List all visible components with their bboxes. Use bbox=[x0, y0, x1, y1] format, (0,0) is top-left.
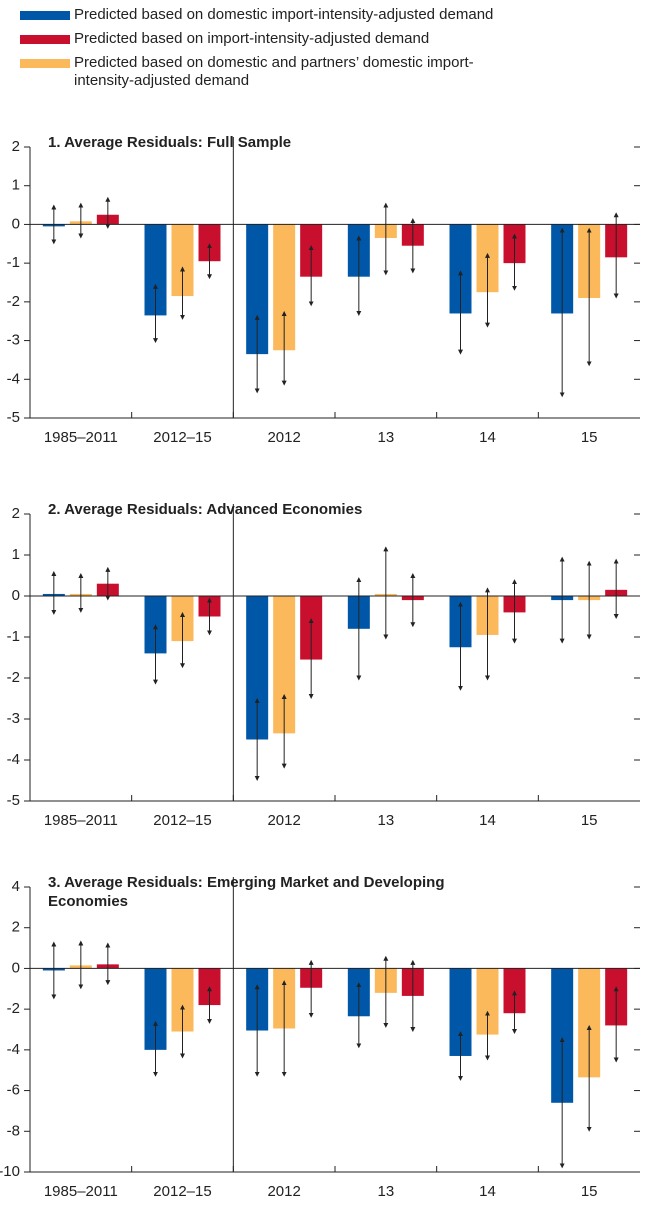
x-tick-label: 1985–2011 bbox=[44, 812, 118, 829]
legend-label: Predicted based on domestic import-inten… bbox=[74, 6, 494, 23]
panel-title: 3. Average Residuals: Emerging Market an… bbox=[48, 874, 445, 910]
legend-swatch bbox=[20, 59, 70, 68]
bar bbox=[578, 968, 601, 1078]
y-tick-label: -4 bbox=[7, 1041, 20, 1058]
panel-title-box: 1. Average Residuals: Full Sample bbox=[48, 134, 292, 151]
legend-item: Predicted based on domestic and partners… bbox=[20, 54, 520, 90]
y-tick-label: -2 bbox=[7, 293, 20, 310]
x-tick-label: 2012 bbox=[267, 1183, 300, 1200]
legend-item: Predicted based on import-intensity-adju… bbox=[20, 30, 520, 48]
bar bbox=[171, 968, 194, 1032]
panel-title: 1. Average Residuals: Full Sample bbox=[48, 134, 292, 151]
bar bbox=[246, 224, 269, 355]
y-tick-label: 0 bbox=[12, 215, 20, 232]
bar bbox=[246, 596, 269, 740]
bar bbox=[198, 224, 221, 262]
y-tick-label: -3 bbox=[7, 710, 20, 727]
legend-label: Predicted based on domestic and partners… bbox=[74, 54, 474, 89]
bar bbox=[144, 968, 167, 1050]
x-tick-label: 14 bbox=[479, 1183, 496, 1200]
bar bbox=[273, 596, 296, 734]
y-tick-label: -8 bbox=[7, 1122, 20, 1139]
bar bbox=[476, 968, 499, 1035]
y-tick-label: -6 bbox=[7, 1082, 20, 1099]
bar bbox=[551, 968, 574, 1103]
x-tick-label: 13 bbox=[377, 1183, 394, 1200]
legend-swatch bbox=[20, 35, 70, 44]
x-tick-label: 14 bbox=[479, 429, 496, 446]
y-tick-label: -4 bbox=[7, 751, 20, 768]
y-tick-label: -3 bbox=[7, 332, 20, 349]
legend-item: Predicted based on domestic import-inten… bbox=[20, 6, 520, 24]
x-tick-label: 2012 bbox=[267, 812, 300, 829]
y-tick-label: -10 bbox=[0, 1163, 20, 1180]
y-tick-label: 0 bbox=[12, 959, 20, 976]
x-tick-label: 14 bbox=[479, 812, 496, 829]
y-tick-label: 2 bbox=[12, 505, 20, 522]
y-tick-label: 1 bbox=[12, 546, 20, 563]
panel-title-box: 3. Average Residuals: Emerging Market an… bbox=[48, 874, 445, 910]
x-tick-label: 15 bbox=[581, 429, 598, 446]
x-tick-label: 1985–2011 bbox=[44, 1183, 118, 1200]
x-tick-label: 15 bbox=[581, 812, 598, 829]
y-tick-label: 2 bbox=[12, 919, 20, 936]
y-tick-label: -2 bbox=[7, 1000, 20, 1017]
panel-title: 2. Average Residuals: Advanced Economies bbox=[48, 501, 363, 518]
legend-label: Predicted based on import-intensity-adju… bbox=[74, 30, 430, 47]
bar bbox=[144, 224, 167, 316]
y-tick-label: -1 bbox=[7, 628, 20, 645]
x-tick-label: 1985–2011 bbox=[44, 429, 118, 446]
x-tick-label: 13 bbox=[377, 429, 394, 446]
x-tick-label: 2012–15 bbox=[153, 1183, 211, 1200]
bar bbox=[273, 224, 296, 351]
x-tick-label: 2012–15 bbox=[153, 429, 211, 446]
y-tick-label: 4 bbox=[12, 878, 20, 895]
y-tick-label: -5 bbox=[7, 409, 20, 426]
x-tick-label: 2012 bbox=[267, 429, 300, 446]
y-tick-label: -5 bbox=[7, 792, 20, 809]
y-tick-label: -2 bbox=[7, 669, 20, 686]
x-tick-label: 15 bbox=[581, 1183, 598, 1200]
bar bbox=[449, 968, 472, 1056]
bar bbox=[449, 224, 472, 314]
bar bbox=[171, 224, 194, 297]
x-tick-label: 2012–15 bbox=[153, 812, 211, 829]
y-tick-label: 2 bbox=[12, 138, 20, 155]
legend-swatch bbox=[20, 11, 70, 20]
y-tick-label: -1 bbox=[7, 254, 20, 271]
y-tick-label: 1 bbox=[12, 177, 20, 194]
y-tick-label: 0 bbox=[12, 587, 20, 604]
x-tick-label: 13 bbox=[377, 812, 394, 829]
legend: Predicted based on domestic import-inten… bbox=[20, 6, 520, 96]
y-tick-label: -4 bbox=[7, 370, 20, 387]
panel-title-box: 2. Average Residuals: Advanced Economies bbox=[48, 501, 363, 518]
